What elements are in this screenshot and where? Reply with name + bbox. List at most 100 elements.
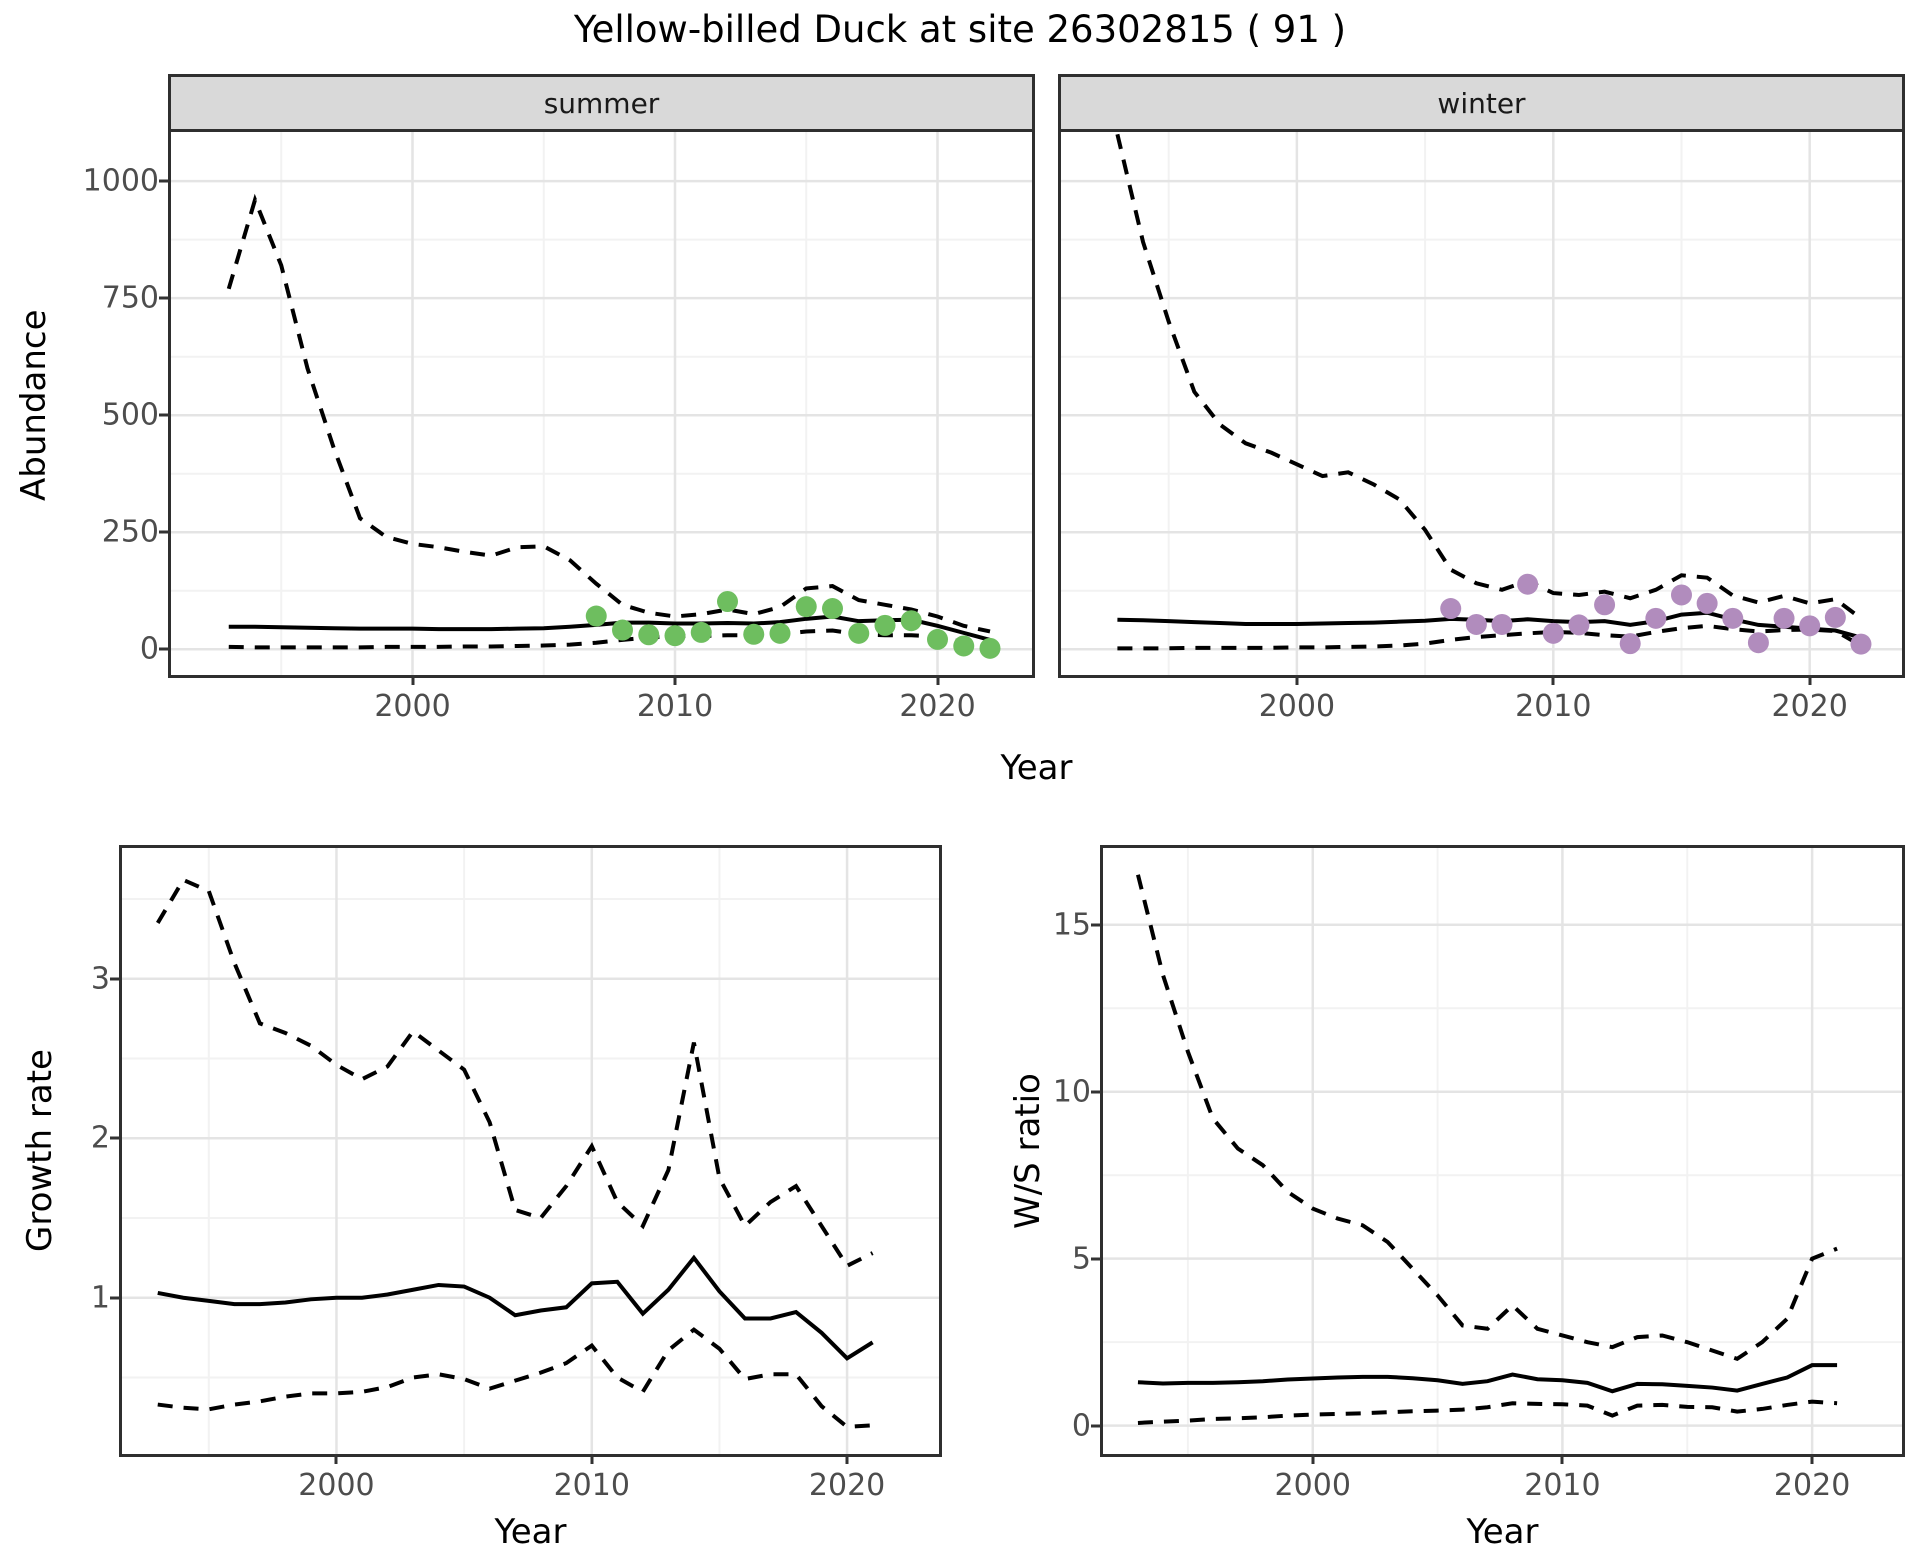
y-axis-tick-mark: [1091, 1424, 1101, 1428]
series-line-lower_ci: [1137, 1399, 1838, 1425]
series-line-median: [1137, 1363, 1838, 1394]
data-point-observed_counts: [690, 621, 712, 643]
series-line-upper_ci: [1136, 874, 1838, 1362]
x-axis-tickmarks: [122, 1454, 939, 1466]
x-axis-tick-mark: [411, 675, 414, 685]
x-axis-tick-label: 2010: [1515, 689, 1592, 724]
x-axis-tick-label: 2000: [1258, 689, 1336, 724]
x-axis-title-year-ws: Year: [1466, 1512, 1539, 1552]
x-axis-tick-label: 2020: [899, 689, 976, 724]
x-axis-tick-label: 2010: [636, 689, 714, 724]
y-axis-tick-label: 0: [139, 631, 159, 667]
x-axis-tick-mark: [673, 675, 677, 685]
facet-strip-summer: summer: [168, 74, 1035, 132]
series-line-upper_ci: [156, 877, 874, 1269]
series-line-lower_ci: [157, 1327, 873, 1429]
series-line-upper_ci: [226, 193, 991, 634]
chart-panel-growth-rate: 1 2 3 2000 2010 2020: [91, 845, 942, 1503]
data-point-observed_counts: [1465, 613, 1487, 635]
y-axis-tick-label: 15: [1052, 907, 1091, 943]
y-axis-tick-mark: [110, 1136, 120, 1140]
x-axis-tick-label: 2010: [553, 1468, 630, 1503]
facet-strip-winter-label: winter: [1437, 86, 1526, 120]
y-axis-tick-label: 750: [101, 280, 159, 316]
y-axis-tick-mark: [159, 530, 169, 534]
series-line-median: [157, 1254, 874, 1361]
y-axis-tick-mark: [110, 1296, 120, 1300]
x-axis-tick-label: 2010: [1524, 1468, 1601, 1503]
data-point-observed_counts: [769, 622, 791, 644]
y-axis-tick-label: 0: [1071, 1408, 1091, 1444]
data-point-observed_counts: [979, 637, 1001, 659]
x-axis-tickmarks: [1103, 1454, 1902, 1466]
data-point-observed_counts: [1645, 607, 1667, 629]
data-point-observed_counts: [927, 628, 948, 650]
data-point-observed_counts: [874, 614, 896, 636]
series-line-lower_ci: [1117, 623, 1862, 651]
data-point-observed_counts: [1696, 592, 1718, 614]
x-axis-tick-label: 2000: [298, 1468, 375, 1503]
data-point-observed_counts: [795, 596, 817, 618]
x-axis-title-year-growth: Year: [494, 1512, 567, 1552]
y-axis-tick-mark: [159, 647, 169, 651]
ws-ratio-plot: [1103, 848, 1902, 1454]
x-axis-tick-mark: [1295, 675, 1299, 685]
y-axis-tick-label: 3: [90, 961, 110, 997]
data-point-observed_counts: [1824, 606, 1846, 628]
y-axis-tick-mark: [1091, 1090, 1101, 1094]
x-axis-tick-label: 2000: [374, 689, 451, 724]
x-axis-tickmarks: [1061, 675, 1902, 687]
data-point-observed_counts: [1670, 584, 1692, 606]
x-axis-ticks: 2000 2010 2020: [171, 675, 1032, 727]
data-point-observed_counts: [1568, 614, 1590, 636]
x-axis-tick-mark: [1551, 675, 1555, 685]
data-point-observed_counts: [900, 610, 922, 632]
y-axis-tick-label: 250: [101, 514, 159, 550]
data-point-observed_counts: [1594, 594, 1616, 616]
y-axis-tick-label: 500: [101, 397, 159, 433]
data-point-observed_counts: [1517, 573, 1539, 595]
y-axis-tick-label: 2: [90, 1120, 110, 1156]
x-axis-ticks: 2000 2010 2020: [1103, 1454, 1902, 1506]
x-axis-tick-mark: [1560, 1454, 1564, 1464]
x-axis-tick-mark: [1311, 1454, 1315, 1464]
facet-strip-winter: winter: [1058, 74, 1905, 132]
data-point-observed_counts: [1747, 632, 1769, 654]
chart-panel-winter: 2000 2010 2020: [1058, 132, 1905, 724]
y-axis-tickmarks: [1091, 848, 1103, 1454]
x-axis-tick-label: 2020: [1773, 1468, 1851, 1503]
x-axis-ticks: 2000 2010 2020: [1061, 675, 1902, 727]
growth-rate-plot: [122, 848, 939, 1454]
y-axis-tick-mark: [1091, 1257, 1101, 1261]
y-axis-tick-mark: [110, 977, 120, 981]
x-axis-tick-mark: [936, 675, 939, 685]
x-axis-tick-label: 2000: [1274, 1468, 1351, 1503]
data-point-observed_counts: [664, 625, 686, 647]
y-axis-tick-label: 5: [1071, 1241, 1091, 1277]
y-axis-tickmarks: [110, 848, 122, 1454]
y-axis-ticks: 0 250 500 750 1000: [11, 132, 159, 675]
x-axis-tick-mark: [845, 1454, 849, 1464]
facet-strip-summer-label: summer: [543, 86, 660, 120]
x-axis-tickmarks: [171, 675, 1032, 687]
summer-abundance-plot: [171, 132, 1032, 675]
y-axis-tick-mark: [159, 296, 169, 300]
x-axis-tick-mark: [1810, 1454, 1814, 1464]
data-point-observed_counts: [612, 619, 633, 641]
data-point-observed_counts: [717, 591, 738, 613]
y-axis-tick-mark: [159, 179, 169, 183]
y-axis-tick-label: 1: [90, 1280, 110, 1316]
y-axis-ticks: 1 2 3: [0, 848, 110, 1454]
y-axis-tick-label: 10: [1052, 1074, 1091, 1110]
x-axis-tick-label: 2020: [1771, 689, 1848, 724]
data-point-observed_counts: [1491, 613, 1513, 635]
x-axis-tick-mark: [334, 1454, 338, 1464]
data-point-observed_counts: [1619, 633, 1641, 655]
chart-panel-ws-ratio: 0 5 10 15 2000 2010 2020: [1053, 845, 1905, 1503]
data-point-observed_counts: [1850, 633, 1872, 655]
y-axis-tickmarks: [159, 132, 171, 675]
series-line-lower_ci: [228, 628, 991, 650]
y-axis-tick-mark: [159, 413, 169, 417]
series-line-median: [228, 614, 991, 642]
data-point-observed_counts: [585, 605, 607, 627]
